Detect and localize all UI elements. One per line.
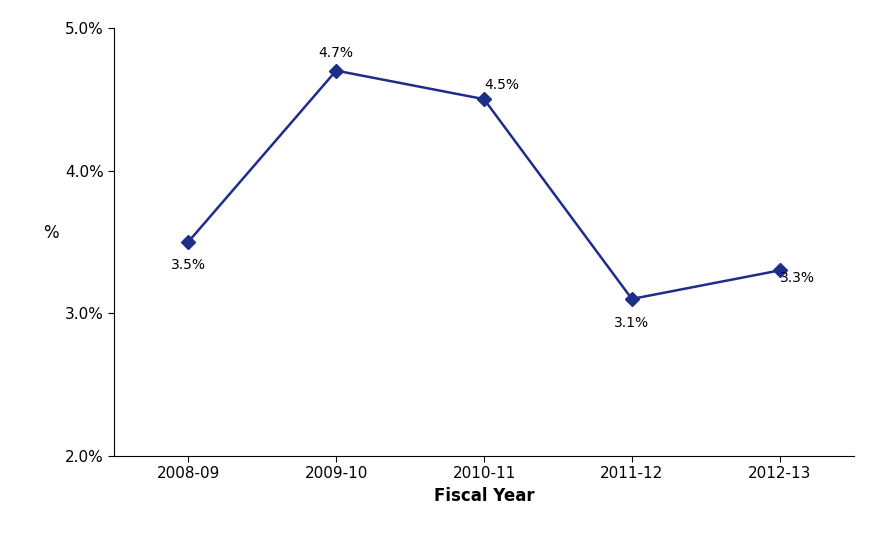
Text: 3.5%: 3.5% bbox=[171, 257, 206, 272]
Text: 3.1%: 3.1% bbox=[614, 316, 649, 330]
Text: 3.3%: 3.3% bbox=[780, 271, 815, 285]
Text: 4.5%: 4.5% bbox=[484, 78, 519, 92]
Text: 4.7%: 4.7% bbox=[319, 47, 354, 61]
X-axis label: Fiscal Year: Fiscal Year bbox=[434, 487, 534, 505]
Y-axis label: %: % bbox=[43, 224, 59, 242]
